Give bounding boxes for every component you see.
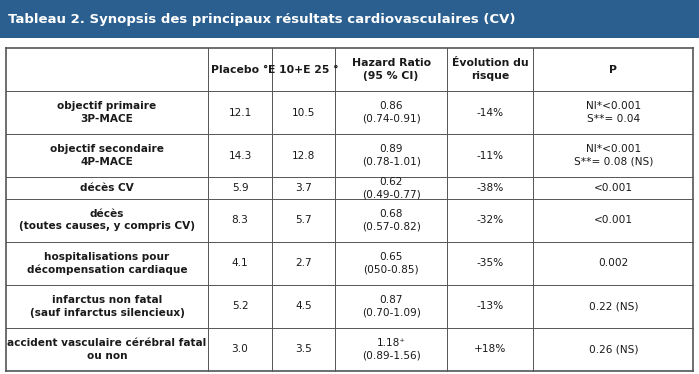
Text: 1.18⁺
(0.89-1.56): 1.18⁺ (0.89-1.56) — [362, 338, 421, 361]
Text: 0.87
(0.70-1.09): 0.87 (0.70-1.09) — [361, 295, 421, 318]
Text: 12.8: 12.8 — [291, 151, 315, 161]
Text: 0.62
(0.49-0.77): 0.62 (0.49-0.77) — [362, 177, 421, 199]
Text: 0.89
(0.78-1.01): 0.89 (0.78-1.01) — [361, 144, 421, 167]
Text: 0.26 (NS): 0.26 (NS) — [589, 344, 638, 355]
Text: 0.86
(0.74-0.91): 0.86 (0.74-0.91) — [362, 101, 421, 124]
Text: décès
(toutes causes, y compris CV): décès (toutes causes, y compris CV) — [19, 209, 195, 232]
Text: 0.68
(0.57-0.82): 0.68 (0.57-0.82) — [361, 209, 421, 232]
Text: 2.7: 2.7 — [295, 258, 312, 268]
Text: E 10+E 25 °: E 10+E 25 ° — [268, 65, 339, 74]
Text: <0.001: <0.001 — [593, 215, 633, 225]
Text: objectif primaire
3P-MACE: objectif primaire 3P-MACE — [57, 101, 157, 124]
Text: Évolution du
risque: Évolution du risque — [452, 58, 528, 81]
Text: +18%: +18% — [474, 344, 506, 355]
Text: 4.1: 4.1 — [232, 258, 248, 268]
Text: objectif secondaire
4P-MACE: objectif secondaire 4P-MACE — [50, 144, 164, 167]
Text: <0.001: <0.001 — [593, 183, 633, 193]
Text: Hazard Ratio
(95 % CI): Hazard Ratio (95 % CI) — [352, 58, 431, 81]
Text: accident vasculaire cérébral fatal
ou non: accident vasculaire cérébral fatal ou no… — [8, 338, 207, 361]
Text: -13%: -13% — [477, 301, 504, 312]
Text: infarctus non fatal
(sauf infarctus silencieux): infarctus non fatal (sauf infarctus sile… — [29, 295, 185, 318]
Text: 4.5: 4.5 — [295, 301, 312, 312]
Text: 0.22 (NS): 0.22 (NS) — [589, 301, 638, 312]
Text: 10.5: 10.5 — [291, 108, 315, 117]
Text: Tableau 2. Synopsis des principaux résultats cardiovasculaires (CV): Tableau 2. Synopsis des principaux résul… — [8, 12, 515, 25]
Text: 3.0: 3.0 — [231, 344, 249, 355]
Text: P: P — [610, 65, 617, 74]
Text: 5.7: 5.7 — [295, 215, 312, 225]
Text: 3.7: 3.7 — [295, 183, 312, 193]
Text: décès CV: décès CV — [80, 183, 134, 193]
Text: Placebo °: Placebo ° — [212, 65, 269, 74]
Text: 8.3: 8.3 — [231, 215, 249, 225]
Text: 5.9: 5.9 — [232, 183, 248, 193]
Text: NI*<0.001
S**= 0.04: NI*<0.001 S**= 0.04 — [586, 101, 641, 124]
Text: 12.1: 12.1 — [229, 108, 252, 117]
Text: hospitalisations pour
décompensation cardiaque: hospitalisations pour décompensation car… — [27, 252, 187, 275]
Bar — [0, 0, 699, 38]
Text: -38%: -38% — [477, 183, 504, 193]
Text: 14.3: 14.3 — [229, 151, 252, 161]
Text: -14%: -14% — [477, 108, 504, 117]
Text: -32%: -32% — [477, 215, 504, 225]
Text: 5.2: 5.2 — [232, 301, 248, 312]
Text: 3.5: 3.5 — [295, 344, 312, 355]
Text: -11%: -11% — [477, 151, 504, 161]
Text: 0.002: 0.002 — [598, 258, 628, 268]
Text: 0.65
(050-0.85): 0.65 (050-0.85) — [363, 252, 419, 275]
Text: -35%: -35% — [477, 258, 504, 268]
Text: NI*<0.001
S**= 0.08 (NS): NI*<0.001 S**= 0.08 (NS) — [574, 144, 653, 167]
